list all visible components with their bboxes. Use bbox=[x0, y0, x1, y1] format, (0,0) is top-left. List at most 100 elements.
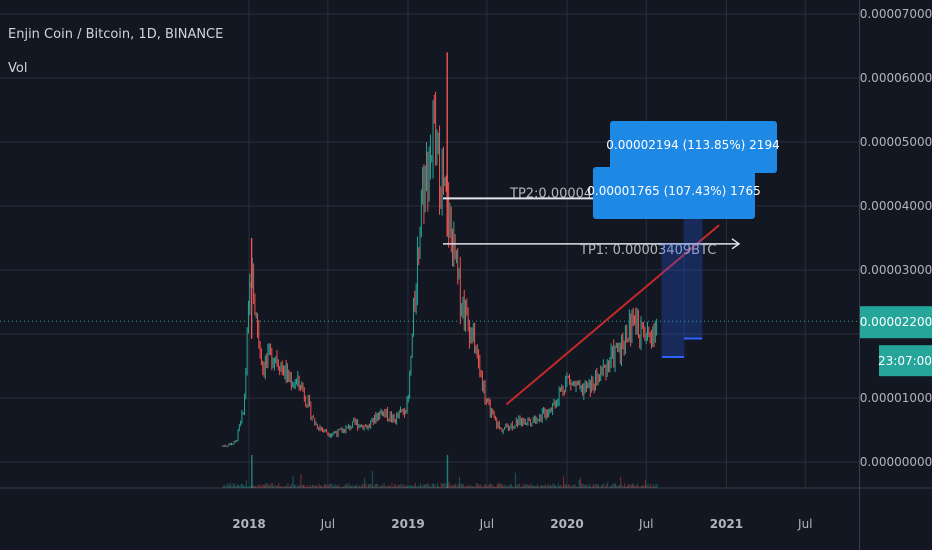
volume-bar bbox=[425, 484, 427, 488]
volume-bar bbox=[384, 486, 386, 488]
volume-bar bbox=[405, 485, 407, 488]
time-axis-label: Jul bbox=[797, 517, 812, 531]
volume-bar bbox=[409, 484, 411, 488]
volume-bar bbox=[616, 485, 618, 488]
price-range-zone-1[interactable] bbox=[661, 243, 685, 358]
volume-bar bbox=[513, 486, 515, 488]
volume-bar bbox=[572, 485, 574, 488]
volume-bar bbox=[230, 483, 232, 488]
volume-bar bbox=[347, 485, 349, 488]
volume-bar bbox=[375, 483, 377, 488]
volume-bar bbox=[342, 486, 344, 488]
countdown-label: 23:07:00 bbox=[878, 354, 932, 368]
volume-legend[interactable]: Vol bbox=[8, 61, 28, 76]
volume-bar bbox=[573, 484, 575, 488]
volume-bar bbox=[404, 486, 406, 488]
countdown-box bbox=[879, 345, 932, 377]
volume-bar bbox=[498, 483, 500, 488]
volume-bar bbox=[468, 486, 470, 488]
trend-line[interactable] bbox=[505, 224, 720, 406]
volume-bar bbox=[374, 483, 376, 488]
volume-bar bbox=[267, 485, 269, 488]
volume-bar bbox=[512, 486, 514, 488]
measure-label-2-box[interactable] bbox=[610, 121, 777, 173]
volume-bar bbox=[568, 484, 570, 488]
volume-bar bbox=[461, 483, 463, 488]
price-range-zone-2[interactable] bbox=[683, 197, 703, 339]
volume-bar bbox=[481, 486, 483, 488]
volume-bar bbox=[566, 486, 568, 488]
volume-bar bbox=[579, 477, 581, 488]
volume-bar bbox=[253, 485, 255, 488]
volume-bar bbox=[496, 484, 498, 488]
volume-bar bbox=[581, 483, 583, 488]
tp2-label: TP2:0.00004120 bbox=[509, 186, 617, 201]
volume-bar bbox=[357, 486, 359, 488]
volume-bar bbox=[421, 486, 423, 488]
volume-bar bbox=[534, 485, 536, 488]
volume-spike bbox=[251, 455, 253, 488]
volume-bar bbox=[310, 486, 312, 488]
volume-bar bbox=[517, 484, 519, 488]
volume-bar bbox=[544, 484, 546, 488]
volume-bar bbox=[604, 486, 606, 488]
volume-bar bbox=[655, 484, 657, 488]
volume-bar bbox=[317, 486, 319, 488]
volume-bar bbox=[613, 484, 615, 488]
volume-bar bbox=[457, 483, 459, 488]
volume-bar bbox=[446, 486, 448, 488]
volume-bar bbox=[462, 484, 464, 488]
volume-bar bbox=[401, 486, 403, 488]
volume-bar bbox=[603, 483, 605, 488]
volume-bar bbox=[490, 483, 492, 488]
volume-bar bbox=[287, 483, 289, 488]
price-scale-separator bbox=[859, 0, 860, 550]
volume-bar bbox=[574, 484, 576, 488]
volume-bar bbox=[379, 485, 381, 488]
volume-bar bbox=[521, 486, 523, 488]
volume-bar bbox=[225, 486, 227, 488]
volume-bar bbox=[600, 485, 602, 488]
chart-legend-title[interactable]: Enjin Coin / Bitcoin, 1D, BINANCE bbox=[8, 27, 224, 42]
volume-bar bbox=[243, 485, 245, 488]
volume-bar bbox=[442, 483, 444, 488]
volume-bar bbox=[420, 483, 422, 488]
volume-bar bbox=[514, 472, 516, 488]
volume-bar bbox=[507, 486, 509, 488]
volume-bar bbox=[254, 486, 256, 488]
volume-bar bbox=[434, 484, 436, 488]
volume-bar bbox=[586, 484, 588, 488]
volume-bar bbox=[316, 485, 318, 488]
volume-bar bbox=[444, 483, 446, 488]
volume-bar bbox=[325, 483, 327, 488]
volume-bar bbox=[526, 484, 528, 488]
volume-bar bbox=[339, 486, 341, 488]
volume-bar bbox=[264, 485, 266, 488]
volume-bar bbox=[651, 486, 653, 488]
volume-bar bbox=[525, 484, 527, 488]
measure-label-1: 0.00001765 (107.43%) 1765 bbox=[587, 184, 760, 198]
volume-bar bbox=[590, 486, 592, 488]
volume-bar bbox=[563, 476, 565, 488]
volume-bar bbox=[642, 484, 644, 488]
volume-bar bbox=[530, 483, 532, 488]
volume-bar bbox=[278, 483, 280, 488]
volume-bar bbox=[257, 485, 259, 488]
volume-bar bbox=[362, 484, 364, 488]
volume-bar bbox=[559, 485, 561, 488]
time-axis-label: Jul bbox=[320, 517, 335, 531]
volume-bar bbox=[518, 483, 520, 488]
measure-label-1-box[interactable] bbox=[593, 167, 755, 219]
volume-bar bbox=[509, 484, 511, 488]
volume-bar bbox=[422, 484, 424, 488]
volume-bar bbox=[388, 485, 390, 488]
volume-bar bbox=[516, 485, 518, 488]
volume-bar bbox=[297, 485, 299, 488]
volume-bar bbox=[369, 483, 371, 488]
volume-bar bbox=[252, 485, 254, 488]
volume-bar bbox=[412, 486, 414, 488]
volume-bar bbox=[589, 483, 591, 488]
volume-bar bbox=[553, 484, 555, 488]
volume-bar bbox=[470, 486, 472, 488]
